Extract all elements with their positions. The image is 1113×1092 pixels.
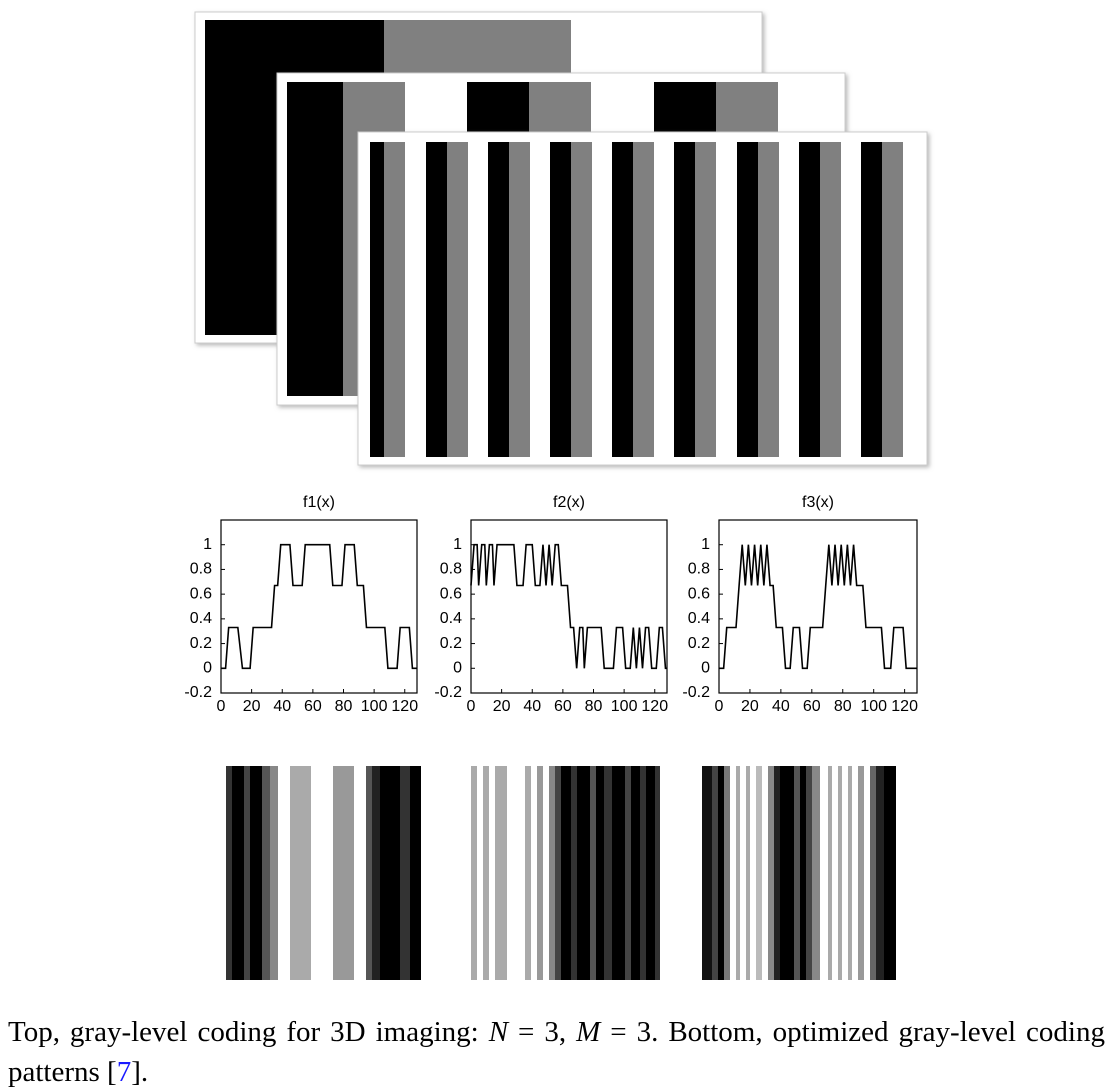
x-tick-label: 60: [554, 698, 572, 715]
x-tick-label: 0: [715, 698, 724, 715]
y-tick-label: -0.2: [682, 684, 710, 701]
x-tick-label: 80: [335, 698, 353, 715]
y-tick-label: 0.8: [190, 561, 212, 578]
y-tick-label: 0.4: [190, 610, 212, 627]
x-tick-label: 60: [304, 698, 322, 715]
caption-text: = 3,: [508, 1016, 577, 1048]
y-tick-label: 0.4: [440, 610, 462, 627]
y-tick-label: -0.2: [434, 684, 462, 701]
stripe-pattern-2: [467, 766, 660, 980]
x-tick-label: 40: [523, 698, 541, 715]
pattern-card-front: [357, 131, 928, 466]
caption-text: ].: [131, 1056, 149, 1088]
y-tick-label: 0: [453, 660, 462, 677]
caption-text: = 3. Bottom, optimized gray-level coding…: [8, 1016, 1105, 1088]
stripe-pattern-3: [702, 766, 896, 980]
x-tick-label: 100: [860, 698, 887, 715]
x-tick-label: 60: [803, 698, 821, 715]
y-tick-label: 0.2: [440, 635, 462, 652]
x-tick-label: 20: [243, 698, 261, 715]
y-tick-label: 0.6: [440, 585, 462, 602]
plot-frame: [470, 519, 668, 694]
x-tick-label: 0: [217, 698, 226, 715]
caption: Top, gray-level coding for 3D imaging: N…: [8, 1012, 1105, 1092]
x-tick-label: 120: [391, 698, 418, 715]
x-tick-label: 40: [273, 698, 291, 715]
y-tick-label: 0.2: [688, 635, 710, 652]
x-tick-label: 20: [741, 698, 759, 715]
x-tick-label: 120: [891, 698, 918, 715]
y-tick-label: 0.6: [190, 585, 212, 602]
x-tick-label: 20: [493, 698, 511, 715]
x-tick-label: 80: [585, 698, 603, 715]
caption-text: Top, gray-level coding for 3D imaging:: [8, 1016, 489, 1048]
x-tick-label: 0: [467, 698, 476, 715]
x-tick-label: 120: [641, 698, 668, 715]
y-tick-label: 0.2: [190, 635, 212, 652]
y-tick-label: 1: [453, 536, 462, 553]
x-tick-label: 40: [772, 698, 790, 715]
x-tick-label: 100: [361, 698, 388, 715]
function-line: [719, 544, 917, 670]
y-tick-label: 1: [203, 536, 212, 553]
y-tick-label: 0: [701, 660, 710, 677]
plots: f1(x)-0.200.20.40.60.810 20 40 60 80 100 120f2…: [184, 494, 918, 715]
x-tick-label: 80: [834, 698, 852, 715]
citation-link[interactable]: 7: [116, 1056, 132, 1088]
y-tick-label: 0: [203, 660, 212, 677]
y-tick-label: 0.4: [688, 610, 710, 627]
x-tick-label: 100: [611, 698, 638, 715]
caption-math: N: [488, 1016, 509, 1048]
caption-math: M: [576, 1016, 601, 1048]
stripe-pattern-1: [226, 766, 421, 980]
y-tick-label: 0.6: [688, 585, 710, 602]
function-line: [470, 543, 667, 670]
plot-frame: [220, 519, 418, 694]
figure: f1(x)-0.200.20.40.60.810 20 40 60 80 100 120f2…: [184, 11, 928, 715]
plot-frame: [718, 519, 918, 694]
y-tick-label: 0.8: [688, 561, 710, 578]
function-line: [221, 543, 417, 670]
y-tick-label: 0.8: [440, 561, 462, 578]
y-tick-label: -0.2: [184, 684, 212, 701]
plot-title: f3(x): [802, 494, 834, 511]
y-tick-label: 1: [701, 536, 710, 553]
plot-title: f2(x): [553, 494, 585, 511]
plot-title: f1(x): [303, 494, 335, 511]
